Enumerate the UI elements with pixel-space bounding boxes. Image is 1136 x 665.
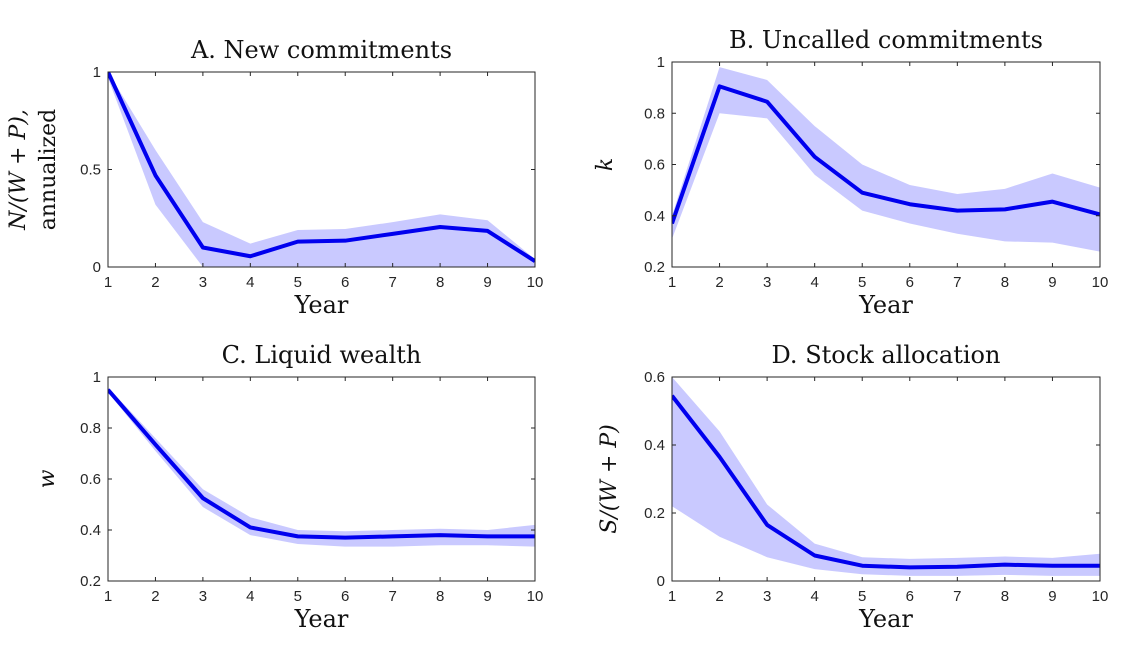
x-tick-label: 10 — [527, 588, 544, 605]
x-tick-label: 5 — [858, 588, 866, 605]
chart-title: C. Liquid wealth — [222, 341, 422, 369]
y-tick-label: 0.8 — [80, 420, 101, 437]
y-tick-label: 0.2 — [80, 573, 101, 590]
y-tick-label: 0 — [93, 259, 101, 276]
y-axis-label: S/(W + P) — [597, 424, 622, 533]
x-tick-label: 7 — [953, 274, 961, 291]
x-tick-label: 7 — [953, 588, 961, 605]
x-axis-label: Year — [294, 291, 349, 319]
axes-box — [671, 376, 1101, 582]
y-tick-label: 0.6 — [80, 471, 101, 488]
x-tick-label: 8 — [1001, 588, 1009, 605]
panel-0: 1 2 3 4 5 6 7 8 9 10 0 0.5 1 A. New commitments Year N/… — [6, 36, 543, 319]
x-tick-label: 5 — [294, 274, 302, 291]
y-tick-label: 0.6 — [644, 157, 665, 174]
mean-line — [672, 84, 1100, 225]
x-tick-label: 2 — [715, 274, 723, 291]
x-tick-label: 2 — [151, 588, 159, 605]
y-tick-label: 0.4 — [80, 522, 101, 539]
y-tick-label: 0.4 — [644, 437, 665, 454]
x-tick-label: 5 — [294, 588, 302, 605]
chart-title: A. New commitments — [190, 36, 452, 64]
x-tick-label: 9 — [483, 274, 491, 291]
x-tick-label: 1 — [104, 588, 112, 605]
y-tick-label: 0.2 — [644, 259, 665, 276]
y-tick-label: 1 — [93, 369, 101, 386]
x-tick-label: 3 — [199, 588, 207, 605]
mean-line — [672, 394, 1100, 570]
x-tick-label: 3 — [763, 588, 771, 605]
x-tick-label: 4 — [810, 588, 818, 605]
y-axis-label: N/(W + P), — [6, 109, 31, 231]
x-tick-label: 5 — [858, 274, 866, 291]
y-tick-label: 0.6 — [644, 369, 665, 386]
y-axis-label: w — [35, 469, 60, 488]
x-tick-label: 8 — [1001, 274, 1009, 291]
x-tick-label: 4 — [810, 274, 818, 291]
y-tick-label: 0.8 — [644, 105, 665, 122]
x-tick-label: 4 — [246, 274, 254, 291]
chart-title: B. Uncalled commitments — [729, 26, 1043, 54]
x-tick-label: 6 — [341, 588, 349, 605]
panel-1: 1 2 3 4 5 6 7 8 9 10 0.2 0.4 0.6 0.8 1 B. Uncalled comm… — [593, 26, 1108, 319]
y-axis-label: annualized — [36, 109, 61, 231]
axes-box — [107, 376, 536, 582]
panel-2: 1 2 3 4 5 6 7 8 9 10 0.2 0.4 0.6 0.8 1 C. Liquid wealth… — [35, 341, 543, 633]
y-tick-label: 0.4 — [644, 208, 665, 225]
x-tick-label: 1 — [668, 588, 676, 605]
x-tick-label: 2 — [715, 588, 723, 605]
x-tick-label: 9 — [483, 588, 491, 605]
x-tick-label: 10 — [1092, 588, 1109, 605]
x-tick-label: 3 — [763, 274, 771, 291]
y-tick-label: 0.5 — [80, 162, 101, 179]
x-tick-label: 1 — [104, 274, 112, 291]
x-tick-label: 2 — [151, 274, 159, 291]
x-tick-label: 6 — [906, 588, 914, 605]
x-axis-label: Year — [294, 605, 349, 633]
x-tick-label: 8 — [436, 588, 444, 605]
y-tick-label: 1 — [657, 54, 665, 71]
y-tick-label: 0.2 — [644, 505, 665, 522]
x-tick-label: 4 — [246, 588, 254, 605]
x-tick-label: 10 — [1092, 274, 1109, 291]
y-tick-label: 1 — [93, 64, 101, 81]
confidence-band — [108, 72, 535, 267]
x-tick-label: 10 — [527, 274, 544, 291]
x-tick-label: 7 — [388, 274, 396, 291]
x-tick-label: 6 — [341, 274, 349, 291]
x-tick-label: 8 — [436, 274, 444, 291]
confidence-band — [672, 377, 1100, 576]
x-axis-label: Year — [858, 605, 913, 633]
chart-title: D. Stock allocation — [772, 341, 1001, 369]
x-tick-label: 9 — [1048, 274, 1056, 291]
y-axis-label: k — [593, 158, 618, 171]
x-tick-label: 7 — [388, 588, 396, 605]
confidence-band — [108, 387, 535, 547]
x-axis-label: Year — [858, 291, 913, 319]
y-tick-label: 0 — [657, 573, 665, 590]
x-tick-label: 9 — [1048, 588, 1056, 605]
mean-line — [108, 72, 535, 263]
x-tick-label: 3 — [199, 274, 207, 291]
panel-3: 1 2 3 4 5 6 7 8 9 10 0 0.2 0.4 0.6 D. Stock allocation… — [597, 341, 1108, 633]
mean-line — [108, 388, 535, 540]
x-tick-label: 1 — [668, 274, 676, 291]
confidence-band — [672, 67, 1100, 252]
x-tick-label: 6 — [906, 274, 914, 291]
